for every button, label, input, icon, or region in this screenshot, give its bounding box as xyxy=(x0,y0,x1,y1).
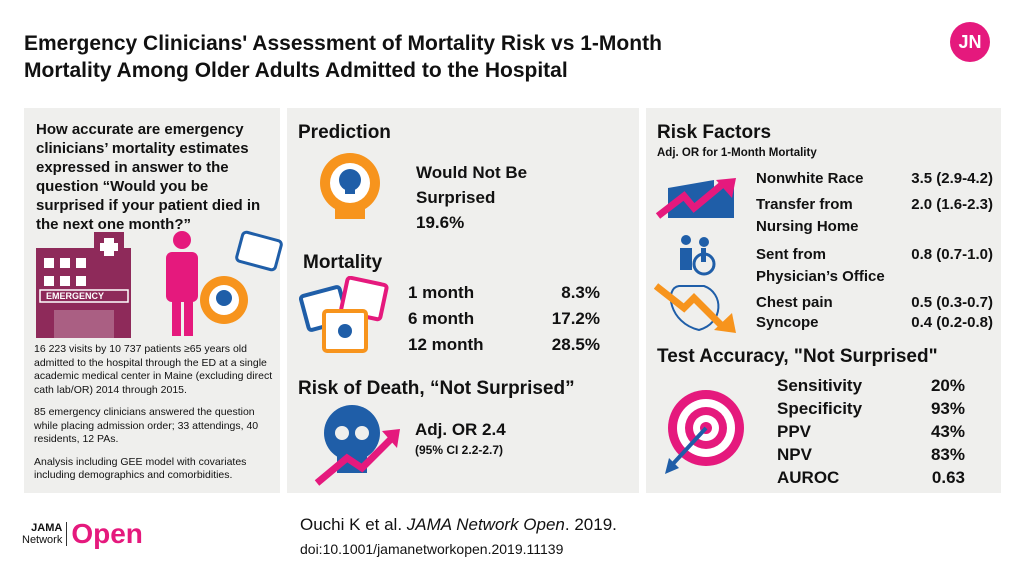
period: 6 month xyxy=(408,309,475,328)
risk-factor-icons xyxy=(654,178,736,333)
mortality-table: 1 month 8.3% 6 month 17.2% 12 month 28.5% xyxy=(408,283,600,361)
notes: 16 223 visits by 10 737 patients ≥65 yea… xyxy=(34,343,279,483)
risk-factors-heading: Risk Factors xyxy=(657,122,772,143)
factor-label: Transfer from Nursing Home xyxy=(756,194,859,238)
risk-factor-row: Syncope 0.4 (0.2-0.8) xyxy=(756,312,993,332)
note-study: 16 223 visits by 10 737 patients ≥65 yea… xyxy=(34,343,273,396)
doctor-wheelchair-icon xyxy=(680,235,716,276)
metric-label: PPV xyxy=(777,422,812,441)
accuracy-row: NPV 83% xyxy=(777,445,965,468)
mortality-row: 6 month 17.2% xyxy=(408,309,600,335)
page-title: Emergency Clinicians' Assessment of Mort… xyxy=(24,30,824,84)
factor-label-line: Sent from xyxy=(756,246,827,263)
prediction-label-1: Would Not Be xyxy=(416,163,528,182)
accuracy-row: Sensitivity 20% xyxy=(777,376,965,399)
risk-factors-table: Nonwhite Race 3.5 (2.9-4.2) Transfer from… xyxy=(756,168,993,332)
factor-value: 0.4 (0.2-0.8) xyxy=(911,314,993,331)
metric-label: AUROC xyxy=(777,468,840,487)
risk-ci: (95% CI 2.2-2.7) xyxy=(415,443,504,457)
metric-value: 20% xyxy=(930,376,965,395)
factor-value: 3.5 (2.9-4.2) xyxy=(911,170,993,187)
metric-value: 83% xyxy=(930,445,965,464)
risk-factor-row: Transfer from Nursing Home 2.0 (1.6-2.3) xyxy=(756,194,993,238)
value: 28.5% xyxy=(551,335,600,354)
note-analysis: Analysis including GEE model with covari… xyxy=(34,455,247,482)
logo-open: Open xyxy=(71,518,143,549)
title-line-1: Emergency Clinicians' Assessment of Mort… xyxy=(24,32,662,55)
jama-network-open-logo: JAMA Network Open xyxy=(22,518,143,550)
citation-authors: Ouchi K et al. xyxy=(300,515,403,534)
risk-factor-row: Chest pain 0.5 (0.3-0.7) xyxy=(756,292,993,312)
period: 1 month xyxy=(408,283,475,302)
logo-network: Network xyxy=(22,534,63,546)
risk-factor-row: Sent from Physician’s Office 0.8 (0.7-1.0) xyxy=(756,238,993,292)
prediction-heading: Prediction xyxy=(298,122,391,143)
building-trend-up-icon xyxy=(655,178,736,219)
doi: doi:10.1001/jamanetworkopen.2019.11139 xyxy=(300,541,564,557)
mortality-row: 1 month 8.3% xyxy=(408,283,600,309)
title-line-2: Mortality Among Older Adults Admitted to… xyxy=(24,59,568,82)
emergency-illustration-icon xyxy=(36,230,283,338)
metric-value: 93% xyxy=(930,399,965,418)
emergency-sign: EMERGENCY xyxy=(46,291,105,301)
metric-label: Specificity xyxy=(777,399,863,418)
factor-label-line: Transfer from xyxy=(756,196,853,213)
logo-text: JAMA Network xyxy=(22,522,68,546)
factor-label: Chest pain xyxy=(756,294,833,311)
crystal-ball-skull-icon xyxy=(320,153,380,219)
factor-label: Sent from Physician’s Office xyxy=(756,244,885,292)
risk-heading: Risk of Death, “Not Surprised” xyxy=(298,378,575,399)
accuracy-row: PPV 43% xyxy=(777,422,965,445)
question-text: How accurate are emergency clinicians’ m… xyxy=(36,121,261,233)
value: 8.3% xyxy=(561,283,600,302)
mortality-heading: Mortality xyxy=(303,252,383,273)
logo-jama: JAMA xyxy=(31,522,63,534)
accuracy-table: Sensitivity 20% Specificity 93% PPV 43% NPV… xyxy=(777,376,965,491)
period: 12 month xyxy=(408,335,484,354)
citation-journal: JAMA Network Open xyxy=(406,515,565,534)
risk-factor-row: Nonwhite Race 3.5 (2.9-4.2) xyxy=(756,168,993,194)
factor-label: Syncope xyxy=(756,314,819,331)
mortality-row: 12 month 28.5% xyxy=(408,335,600,361)
skull-trend-up-icon xyxy=(314,405,400,486)
middle-panel: Prediction Would Not Be Surprised 19.6% … xyxy=(287,108,639,493)
factor-value: 0.8 (0.7-1.0) xyxy=(911,246,993,263)
factor-label-line: Physician’s Office xyxy=(756,268,885,285)
metric-label: NPV xyxy=(777,445,812,464)
calendars-skull-icon xyxy=(299,276,389,353)
risk-or: Adj. OR 2.4 xyxy=(415,420,506,439)
citation: Ouchi K et al. JAMA Network Open. 2019. xyxy=(300,515,617,535)
accuracy-heading: Test Accuracy, "Not Surprised" xyxy=(657,346,938,367)
prediction-value: 19.6% xyxy=(416,213,465,232)
note-clinicians: 85 emergency clinicians answered the que… xyxy=(34,406,259,445)
jn-logo: JN xyxy=(950,22,990,62)
citation-year: . 2019. xyxy=(564,515,617,534)
metric-label: Sensitivity xyxy=(777,376,863,395)
factor-value: 0.5 (0.3-0.7) xyxy=(911,294,993,311)
factor-label: Nonwhite Race xyxy=(756,170,864,187)
factor-label-line: Nursing Home xyxy=(756,218,859,235)
accuracy-row: AUROC 0.63 xyxy=(777,468,965,491)
value: 17.2% xyxy=(551,309,600,328)
metric-value: 0.63 xyxy=(931,468,965,487)
prediction-label: Would Not Be Surprised 19.6% xyxy=(416,160,527,235)
target-arrow-icon xyxy=(665,390,744,474)
heart-trend-down-icon xyxy=(654,283,736,333)
factor-value: 2.0 (1.6-2.3) xyxy=(911,196,993,213)
accuracy-row: Specificity 93% xyxy=(777,399,965,422)
left-panel: How accurate are emergency clinicians’ m… xyxy=(24,108,283,493)
prediction-label-2: Surprised xyxy=(416,188,496,207)
right-panel: Risk Factors Adj. OR for 1-Month Mortali… xyxy=(646,108,1001,493)
risk-factors-subheading: Adj. OR for 1-Month Mortality xyxy=(657,147,817,159)
metric-value: 43% xyxy=(930,422,965,441)
